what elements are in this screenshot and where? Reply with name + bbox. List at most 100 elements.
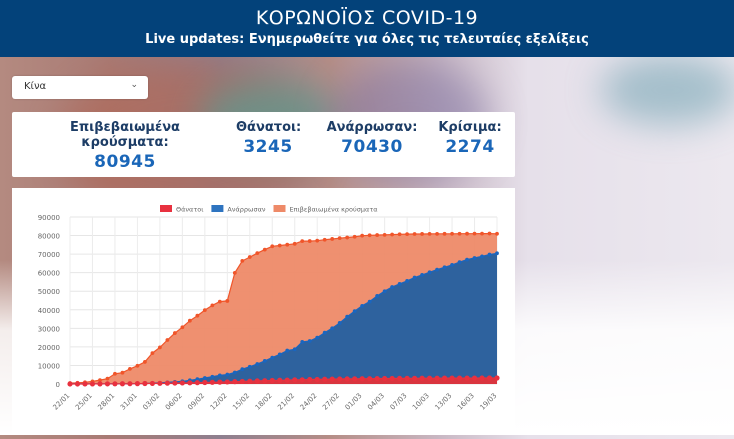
data-point[interactable]	[187, 380, 193, 386]
data-point[interactable]	[367, 299, 372, 304]
data-point[interactable]	[285, 242, 290, 247]
data-point[interactable]	[277, 352, 282, 357]
data-point[interactable]	[337, 321, 342, 325]
data-point[interactable]	[374, 375, 380, 382]
data-point[interactable]	[202, 308, 207, 312]
data-point[interactable]	[97, 381, 103, 387]
data-point[interactable]	[397, 232, 402, 237]
data-point[interactable]	[487, 252, 492, 257]
data-point[interactable]	[270, 355, 275, 360]
data-point[interactable]	[232, 270, 237, 275]
data-point[interactable]	[352, 234, 357, 239]
data-point[interactable]	[465, 231, 469, 236]
data-point[interactable]	[217, 299, 222, 304]
data-point[interactable]	[299, 377, 305, 383]
data-point[interactable]	[240, 367, 245, 372]
data-point[interactable]	[480, 231, 484, 236]
data-point[interactable]	[344, 376, 350, 382]
data-point[interactable]	[292, 377, 298, 383]
data-point[interactable]	[427, 270, 432, 275]
data-point[interactable]	[441, 375, 448, 381]
data-point[interactable]	[232, 379, 238, 385]
legend-label[interactable]: Επιβεβαιωμένα κρούσματα	[290, 206, 378, 214]
data-point[interactable]	[479, 375, 485, 381]
data-point[interactable]	[113, 371, 117, 376]
data-point[interactable]	[397, 375, 403, 382]
data-point[interactable]	[225, 372, 230, 377]
data-point[interactable]	[411, 375, 418, 381]
data-point[interactable]	[187, 318, 192, 323]
data-point[interactable]	[435, 231, 439, 236]
data-point[interactable]	[262, 378, 268, 384]
data-point[interactable]	[442, 231, 447, 236]
data-point[interactable]	[195, 377, 200, 382]
data-point[interactable]	[135, 363, 140, 368]
data-point[interactable]	[292, 347, 297, 352]
data-point[interactable]	[450, 262, 454, 267]
data-point[interactable]	[314, 376, 320, 383]
data-point[interactable]	[307, 239, 312, 243]
data-point[interactable]	[465, 257, 469, 262]
data-point[interactable]	[105, 376, 110, 381]
data-point[interactable]	[382, 232, 387, 237]
data-point[interactable]	[367, 376, 373, 382]
data-point[interactable]	[179, 380, 185, 386]
data-point[interactable]	[472, 231, 477, 236]
data-point[interactable]	[247, 255, 252, 259]
data-point[interactable]	[450, 231, 454, 236]
data-point[interactable]	[405, 232, 410, 237]
data-point[interactable]	[329, 376, 335, 382]
data-point[interactable]	[382, 289, 387, 294]
data-point[interactable]	[74, 381, 81, 387]
data-point[interactable]	[217, 373, 222, 378]
data-point[interactable]	[330, 237, 335, 241]
data-point[interactable]	[315, 238, 320, 243]
data-point[interactable]	[128, 366, 132, 371]
data-point[interactable]	[292, 241, 297, 246]
data-point[interactable]	[217, 379, 223, 385]
data-point[interactable]	[456, 375, 463, 381]
data-point[interactable]	[352, 376, 358, 382]
data-point[interactable]	[457, 260, 462, 265]
data-point[interactable]	[194, 380, 200, 386]
data-point[interactable]	[285, 348, 290, 353]
data-point[interactable]	[240, 258, 245, 263]
data-point[interactable]	[180, 325, 185, 330]
data-point[interactable]	[300, 239, 305, 244]
data-point[interactable]	[420, 272, 424, 277]
data-point[interactable]	[359, 376, 365, 382]
data-point[interactable]	[254, 378, 260, 384]
data-point[interactable]	[405, 279, 410, 283]
data-point[interactable]	[315, 335, 320, 340]
data-point[interactable]	[457, 231, 462, 236]
data-point[interactable]	[277, 377, 283, 383]
data-point[interactable]	[202, 376, 207, 380]
data-point[interactable]	[337, 376, 343, 382]
data-point[interactable]	[487, 231, 492, 236]
data-point[interactable]	[397, 282, 402, 286]
data-point[interactable]	[464, 375, 470, 381]
data-point[interactable]	[127, 381, 133, 387]
data-point[interactable]	[157, 380, 163, 386]
data-point[interactable]	[284, 377, 290, 383]
data-point[interactable]	[134, 381, 141, 387]
data-point[interactable]	[442, 265, 447, 270]
data-point[interactable]	[486, 375, 493, 381]
legend-label[interactable]: Ανάρρωσαν	[227, 206, 265, 214]
data-point[interactable]	[247, 378, 253, 384]
data-point[interactable]	[270, 244, 275, 249]
data-point[interactable]	[434, 375, 440, 381]
data-point[interactable]	[345, 314, 350, 319]
data-point[interactable]	[247, 364, 252, 369]
data-point[interactable]	[157, 345, 162, 350]
data-point[interactable]	[322, 237, 327, 242]
data-point[interactable]	[426, 375, 433, 381]
data-point[interactable]	[427, 232, 432, 236]
data-point[interactable]	[375, 294, 380, 298]
data-point[interactable]	[209, 379, 215, 385]
data-point[interactable]	[360, 233, 365, 238]
data-point[interactable]	[352, 309, 357, 314]
data-point[interactable]	[322, 376, 328, 382]
legend-swatch[interactable]	[211, 205, 224, 212]
legend-swatch[interactable]	[160, 205, 172, 212]
